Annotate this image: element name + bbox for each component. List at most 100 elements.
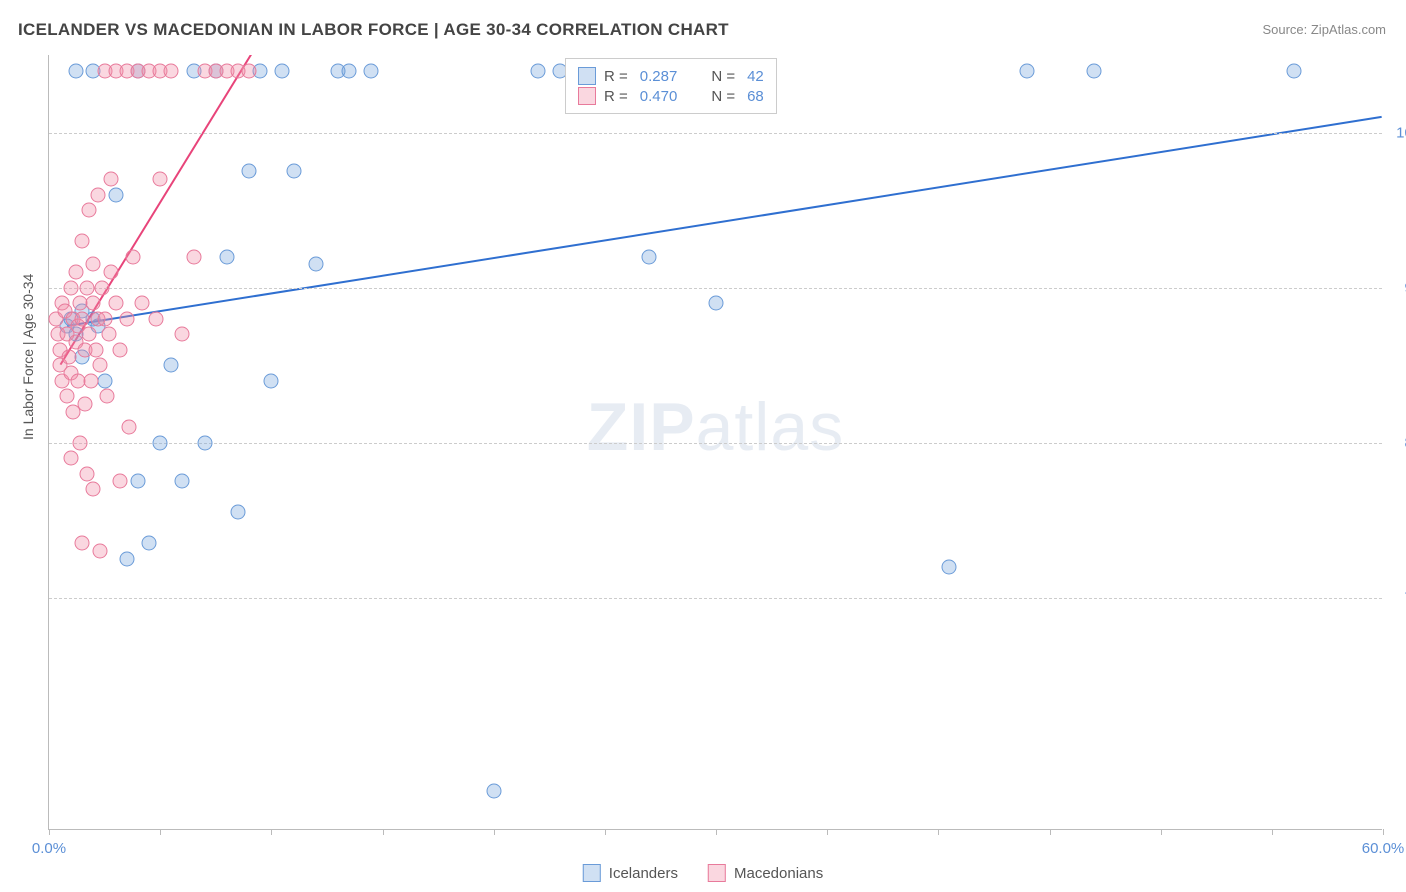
- scatter-point: [119, 311, 134, 326]
- scatter-point: [64, 280, 79, 295]
- scatter-point: [709, 296, 724, 311]
- scatter-point: [122, 420, 137, 435]
- scatter-point: [79, 466, 94, 481]
- legend-stat-row: R =0.287N =42: [578, 67, 764, 85]
- scatter-point: [342, 63, 357, 78]
- scatter-point: [364, 63, 379, 78]
- legend-series-item: Icelanders: [583, 864, 678, 882]
- x-tick: [1272, 829, 1273, 835]
- x-tick: [1161, 829, 1162, 835]
- scatter-point: [148, 311, 163, 326]
- scatter-point: [64, 451, 79, 466]
- legend-swatch: [708, 864, 726, 882]
- scatter-point: [104, 265, 119, 280]
- x-tick: [1050, 829, 1051, 835]
- scatter-point: [1020, 63, 1035, 78]
- scatter-point: [164, 358, 179, 373]
- x-tick: [49, 829, 50, 835]
- scatter-point: [108, 187, 123, 202]
- scatter-point: [135, 296, 150, 311]
- x-tick: [716, 829, 717, 835]
- scatter-point: [62, 350, 77, 365]
- scatter-point: [73, 435, 88, 450]
- watermark: ZIPatlas: [587, 388, 844, 466]
- scatter-point: [531, 63, 546, 78]
- legend-r-label: R =: [604, 68, 628, 85]
- scatter-point: [942, 559, 957, 574]
- scatter-point: [84, 373, 99, 388]
- x-tick-label: 60.0%: [1362, 840, 1405, 857]
- scatter-point: [68, 63, 83, 78]
- legend-swatch: [578, 87, 596, 105]
- scatter-point: [75, 536, 90, 551]
- legend-n-value: 68: [747, 88, 764, 105]
- scatter-point: [75, 311, 90, 326]
- y-tick-label: 100.0%: [1396, 124, 1406, 141]
- gridline-h: [49, 288, 1382, 289]
- legend-r-value: 0.287: [640, 68, 678, 85]
- scatter-point: [113, 474, 128, 489]
- legend-r-value: 0.470: [640, 88, 678, 105]
- scatter-point: [219, 249, 234, 264]
- scatter-point: [59, 389, 74, 404]
- legend-n-label: N =: [711, 68, 735, 85]
- legend-series-item: Macedonians: [708, 864, 823, 882]
- scatter-point: [77, 396, 92, 411]
- x-tick: [271, 829, 272, 835]
- legend-series-label: Icelanders: [609, 865, 678, 882]
- legend-r-label: R =: [604, 88, 628, 105]
- x-tick: [1383, 829, 1384, 835]
- scatter-point: [242, 63, 257, 78]
- scatter-point: [1086, 63, 1101, 78]
- y-axis-label: In Labor Force | Age 30-34: [20, 274, 36, 440]
- scatter-point: [82, 203, 97, 218]
- gridline-h: [49, 598, 1382, 599]
- gridline-h: [49, 133, 1382, 134]
- scatter-point: [97, 373, 112, 388]
- x-tick: [938, 829, 939, 835]
- legend-stat-row: R = 0.470 N = 68: [578, 87, 764, 105]
- x-tick: [605, 829, 606, 835]
- scatter-point: [1287, 63, 1302, 78]
- scatter-point: [93, 358, 108, 373]
- scatter-point: [242, 164, 257, 179]
- scatter-point: [95, 280, 110, 295]
- scatter-point: [126, 249, 141, 264]
- scatter-point: [308, 257, 323, 272]
- chart-container: ICELANDER VS MACEDONIAN IN LABOR FORCE |…: [0, 0, 1406, 892]
- legend-swatch: [583, 864, 601, 882]
- scatter-point: [642, 249, 657, 264]
- scatter-point: [97, 311, 112, 326]
- scatter-point: [486, 784, 501, 799]
- scatter-point: [68, 265, 83, 280]
- scatter-point: [142, 536, 157, 551]
- scatter-point: [88, 342, 103, 357]
- scatter-point: [82, 327, 97, 342]
- scatter-point: [153, 435, 168, 450]
- scatter-point: [93, 544, 108, 559]
- plot-area: ZIPatlas 70.0%80.0%90.0%100.0%0.0%60.0%: [48, 55, 1382, 830]
- scatter-point: [186, 249, 201, 264]
- trend-line: [67, 117, 1382, 326]
- scatter-point: [164, 63, 179, 78]
- scatter-point: [175, 327, 190, 342]
- x-tick: [827, 829, 828, 835]
- scatter-point: [230, 505, 245, 520]
- scatter-point: [79, 280, 94, 295]
- scatter-point: [86, 296, 101, 311]
- scatter-point: [286, 164, 301, 179]
- scatter-point: [113, 342, 128, 357]
- legend-series-label: Macedonians: [734, 865, 823, 882]
- scatter-point: [275, 63, 290, 78]
- scatter-point: [108, 296, 123, 311]
- x-tick: [160, 829, 161, 835]
- x-tick-label: 0.0%: [32, 840, 66, 857]
- scatter-point: [104, 172, 119, 187]
- legend-correlation: R =0.287N =42R =0.470N =68: [565, 58, 777, 114]
- scatter-point: [130, 474, 145, 489]
- scatter-point: [75, 234, 90, 249]
- chart-title: ICELANDER VS MACEDONIAN IN LABOR FORCE |…: [18, 20, 729, 40]
- source-label: Source: ZipAtlas.com: [1262, 22, 1386, 37]
- scatter-point: [175, 474, 190, 489]
- legend-n-label: N =: [711, 88, 735, 105]
